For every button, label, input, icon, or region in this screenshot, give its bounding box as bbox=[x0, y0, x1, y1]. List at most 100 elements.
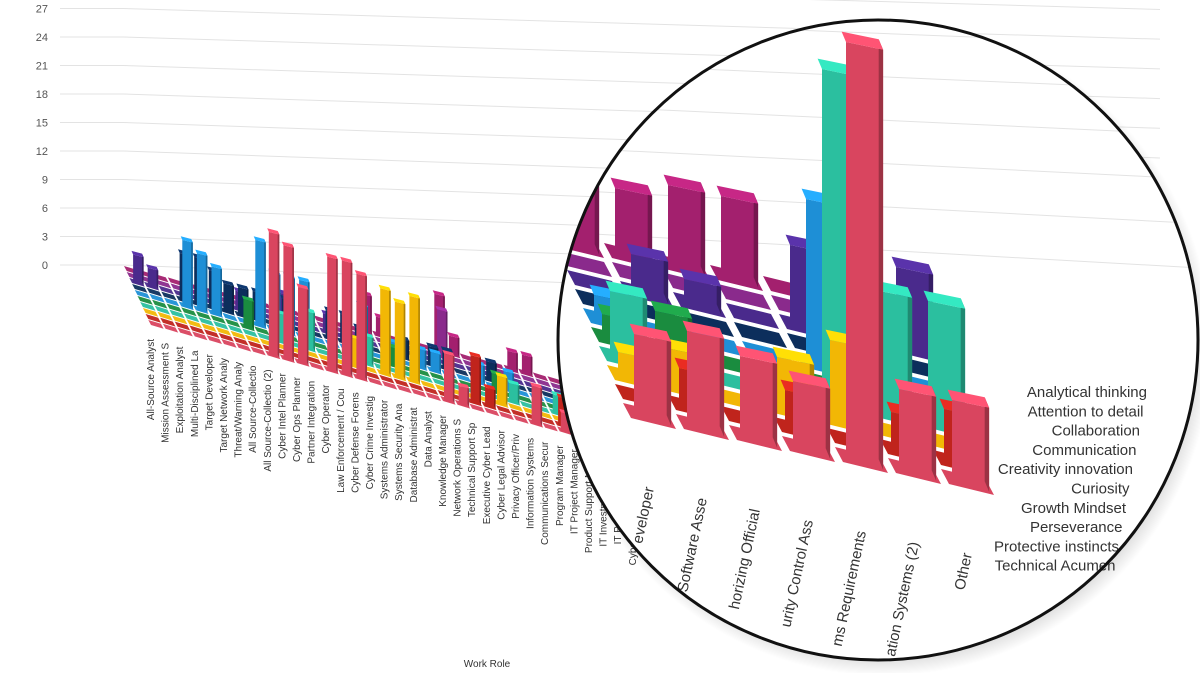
floor-tile bbox=[257, 332, 273, 342]
floor-tile bbox=[498, 411, 514, 420]
floor-tile bbox=[408, 382, 424, 392]
floor-tile bbox=[146, 287, 162, 297]
floor-tile bbox=[379, 374, 395, 384]
floor-tile bbox=[204, 329, 220, 338]
bar bbox=[507, 379, 520, 405]
y-tick-label: 9 bbox=[42, 175, 48, 187]
floor-tile bbox=[250, 346, 266, 356]
floor-tile bbox=[306, 355, 322, 365]
floor-tile bbox=[308, 361, 325, 371]
floor-tile bbox=[198, 317, 214, 326]
floor-tile bbox=[507, 403, 524, 412]
floor-tile bbox=[184, 313, 200, 323]
x-tick-label: IT Project Manager bbox=[569, 449, 580, 535]
floor-tile bbox=[425, 392, 441, 401]
floor-tile bbox=[364, 371, 380, 380]
x-tick-label: Program Manager bbox=[555, 445, 566, 526]
x-tick-label: Multi-Disciplined La bbox=[190, 350, 201, 437]
legend-item: Collaboration bbox=[1052, 423, 1140, 440]
legend: Analytical thinking Attention to detail Co… bbox=[994, 384, 1147, 575]
zoom-bar bbox=[894, 378, 937, 481]
x-axis-ticks: All-Source Analyst Mission Assessment S Ex… bbox=[146, 339, 668, 566]
floor-tile bbox=[453, 367, 469, 377]
y-tick-label: 6 bbox=[42, 203, 48, 215]
floor-tile bbox=[315, 347, 331, 357]
x-tick-label: Privacy Officer/Priv bbox=[511, 434, 522, 519]
floor-tile bbox=[195, 311, 212, 320]
floor-tile bbox=[542, 422, 558, 432]
floor-tile bbox=[230, 330, 246, 340]
legend-item: Protective instincts bbox=[994, 538, 1119, 555]
x-tick-label: Target Developer bbox=[204, 354, 215, 431]
floor-tile bbox=[145, 314, 161, 323]
floor-tile bbox=[160, 317, 176, 327]
bar bbox=[428, 348, 441, 374]
x-tick-label: Knowledge Manager bbox=[438, 414, 449, 506]
floor-tile bbox=[513, 415, 529, 424]
zoom-bar bbox=[947, 389, 990, 492]
bar bbox=[378, 284, 391, 377]
bar bbox=[241, 295, 254, 331]
x-tick-label: Cyber Defense Forens bbox=[350, 392, 361, 493]
zoom-floor-tile bbox=[726, 303, 779, 329]
floor-tile bbox=[134, 290, 151, 299]
x-tick-label: Cyber Intel Planner bbox=[277, 373, 288, 459]
x-tick-label: Communications Secur bbox=[540, 441, 551, 545]
floor-tile bbox=[393, 378, 410, 388]
floor-tile bbox=[396, 384, 412, 394]
legend-item: Analytical thinking bbox=[1027, 384, 1147, 401]
bar bbox=[530, 382, 543, 427]
floor-tile bbox=[210, 315, 226, 324]
floor-tile bbox=[532, 372, 549, 382]
floor-tile bbox=[312, 341, 328, 351]
gridline bbox=[122, 8, 1161, 40]
bar bbox=[354, 270, 367, 381]
x-axis-title: Work Role bbox=[464, 659, 511, 670]
floor-tile bbox=[152, 299, 168, 309]
legend-item: Curiosity bbox=[1071, 481, 1130, 498]
x-tick-label: Database Administrat bbox=[409, 407, 420, 502]
floor-tile bbox=[538, 384, 554, 394]
bar bbox=[195, 249, 208, 313]
legend-item: Communication bbox=[1032, 442, 1136, 459]
floor-tile bbox=[177, 327, 193, 337]
floor-tile bbox=[137, 296, 153, 305]
floor-tile bbox=[218, 333, 234, 342]
floor-tile bbox=[206, 335, 222, 344]
zoom-floor-tile bbox=[681, 311, 734, 337]
zoom-bar bbox=[788, 370, 831, 459]
x-tick-label: Systems Administrator bbox=[380, 399, 391, 499]
floor-tile bbox=[535, 378, 551, 388]
x-tick-label: Threat/Warning Analy bbox=[234, 362, 245, 458]
x-tick-label: All Source-Collectio (2) bbox=[263, 369, 274, 471]
lens-rim bbox=[556, 18, 1200, 662]
floor-tile bbox=[166, 303, 182, 313]
y-tick-label: 27 bbox=[36, 4, 48, 16]
floor-tile bbox=[222, 312, 238, 322]
magnifier-lens: eveloper Software Asse horizing Official ur… bbox=[556, 18, 1200, 673]
bar bbox=[435, 305, 448, 360]
bar bbox=[407, 292, 420, 385]
gridline bbox=[808, 0, 1161, 10]
x-tick-label: Network Operations S bbox=[453, 418, 464, 516]
zoom-floor-tile bbox=[718, 284, 771, 310]
bar bbox=[457, 382, 470, 408]
floor-tile bbox=[174, 321, 191, 331]
bar bbox=[267, 228, 280, 359]
floor-tile bbox=[254, 326, 270, 336]
floor-tile bbox=[181, 307, 197, 317]
floor-tile bbox=[192, 331, 208, 341]
floor-tile bbox=[247, 340, 264, 350]
legend-item: Technical Acumen bbox=[995, 558, 1116, 575]
y-tick-label: 24 bbox=[36, 32, 48, 44]
x-tick-label: Data Analyst bbox=[423, 411, 434, 467]
x-tick-label: Systems Security Ana bbox=[394, 403, 405, 501]
x-tick-label: Product Support Mana bbox=[584, 453, 595, 553]
zoom-bar bbox=[679, 268, 722, 315]
floor-tile bbox=[484, 407, 500, 417]
bar bbox=[146, 264, 159, 290]
floor-tile bbox=[381, 380, 398, 390]
bar bbox=[131, 250, 144, 286]
floor-tile bbox=[154, 305, 171, 315]
